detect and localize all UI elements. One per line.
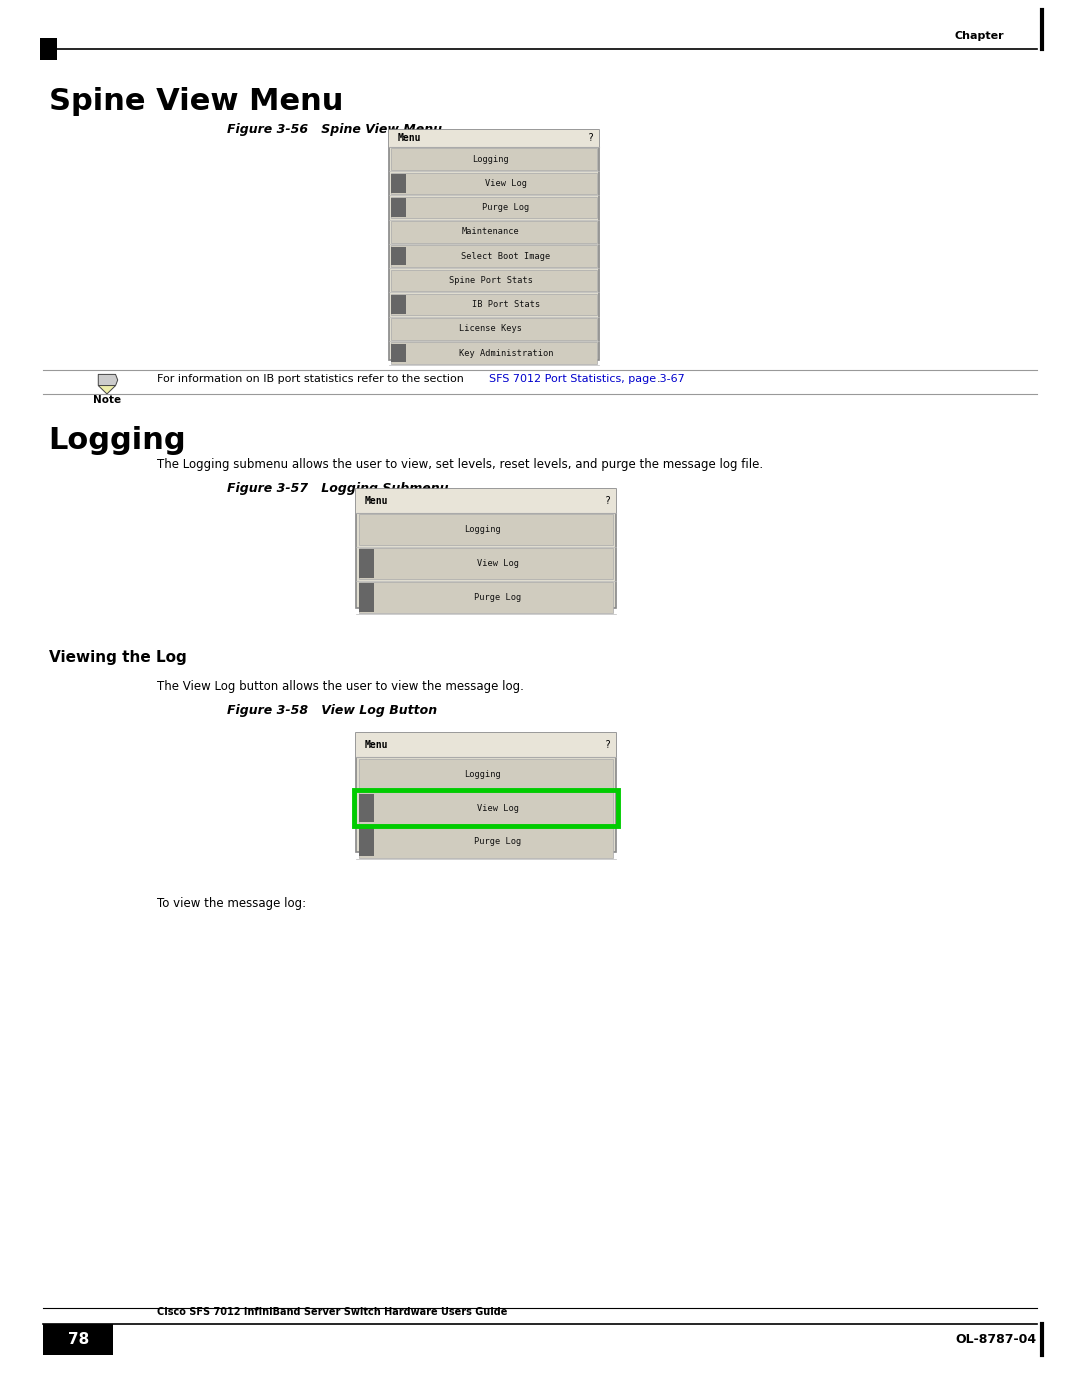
Bar bbox=[391, 197, 597, 218]
Bar bbox=[359, 549, 374, 578]
Text: The View Log button allows the user to view the message log.: The View Log button allows the user to v… bbox=[157, 680, 524, 693]
Bar bbox=[391, 293, 597, 316]
Bar bbox=[391, 295, 406, 314]
Bar bbox=[389, 130, 599, 147]
Text: Figure 3-57   Logging Submenu: Figure 3-57 Logging Submenu bbox=[227, 482, 448, 495]
Text: Logging: Logging bbox=[464, 770, 501, 778]
Text: 78: 78 bbox=[68, 1333, 90, 1347]
Text: View Log: View Log bbox=[477, 559, 518, 569]
Text: Purge Log: Purge Log bbox=[474, 837, 522, 847]
Text: Purge Log: Purge Log bbox=[483, 203, 529, 212]
Text: Cisco SFS 7012 InfiniBand Server Switch Hardware Users Guide: Cisco SFS 7012 InfiniBand Server Switch … bbox=[157, 1308, 507, 1317]
Bar bbox=[359, 514, 613, 545]
Bar bbox=[356, 733, 616, 757]
Bar bbox=[391, 270, 597, 291]
Text: Spine Port Stats: Spine Port Stats bbox=[449, 275, 532, 285]
Bar bbox=[356, 489, 616, 513]
Text: .: . bbox=[657, 374, 660, 384]
Bar bbox=[391, 247, 406, 265]
Bar bbox=[359, 827, 613, 858]
Bar bbox=[43, 1324, 113, 1355]
Text: ?: ? bbox=[589, 133, 594, 144]
Text: Key Administration: Key Administration bbox=[459, 349, 553, 358]
Text: ?: ? bbox=[605, 740, 610, 750]
Text: Logging: Logging bbox=[472, 155, 510, 163]
Bar bbox=[391, 319, 597, 339]
Text: ?: ? bbox=[605, 496, 610, 506]
Bar bbox=[359, 828, 374, 856]
Bar bbox=[391, 175, 406, 193]
Text: View Log: View Log bbox=[477, 803, 518, 813]
Bar bbox=[356, 733, 616, 852]
Text: IB Port Stats: IB Port Stats bbox=[472, 300, 540, 309]
Text: Viewing the Log: Viewing the Log bbox=[49, 650, 187, 665]
Text: Logging: Logging bbox=[464, 525, 501, 534]
Bar bbox=[359, 793, 374, 823]
Bar bbox=[391, 344, 406, 362]
Text: Purge Log: Purge Log bbox=[474, 592, 522, 602]
Bar bbox=[391, 221, 597, 243]
Text: The Logging submenu allows the user to view, set levels, reset levels, and purge: The Logging submenu allows the user to v… bbox=[157, 458, 762, 471]
Bar bbox=[389, 130, 599, 360]
Bar bbox=[391, 173, 597, 194]
Bar bbox=[359, 792, 613, 824]
Polygon shape bbox=[98, 374, 118, 386]
Bar bbox=[391, 198, 406, 217]
Text: Note: Note bbox=[93, 395, 121, 405]
Bar bbox=[356, 489, 616, 608]
Text: SFS 7012 Port Statistics, page 3-67: SFS 7012 Port Statistics, page 3-67 bbox=[489, 374, 685, 384]
Bar bbox=[359, 583, 613, 613]
Bar bbox=[359, 548, 613, 580]
Bar bbox=[391, 342, 597, 363]
Text: Figure 3-58   View Log Button: Figure 3-58 View Log Button bbox=[227, 704, 437, 717]
Text: OL-8787-04: OL-8787-04 bbox=[956, 1333, 1037, 1347]
Bar bbox=[40, 38, 57, 60]
Text: Menu: Menu bbox=[365, 496, 389, 506]
Text: Maintenance: Maintenance bbox=[462, 228, 519, 236]
Text: Menu: Menu bbox=[397, 133, 421, 144]
Text: Menu: Menu bbox=[365, 740, 389, 750]
Text: Spine View Menu: Spine View Menu bbox=[49, 87, 343, 116]
Text: For information on IB port statistics refer to the section: For information on IB port statistics re… bbox=[157, 374, 467, 384]
Text: Figure 3-56   Spine View Menu: Figure 3-56 Spine View Menu bbox=[227, 123, 442, 136]
Bar bbox=[354, 789, 618, 827]
Bar bbox=[391, 148, 597, 170]
Text: Select Boot Image: Select Boot Image bbox=[461, 251, 551, 261]
Polygon shape bbox=[98, 386, 116, 394]
Text: License Keys: License Keys bbox=[459, 324, 523, 334]
Text: Logging: Logging bbox=[49, 426, 186, 455]
Bar bbox=[391, 246, 597, 267]
Text: To view the message log:: To view the message log: bbox=[157, 897, 306, 909]
Text: View Log: View Log bbox=[485, 179, 527, 187]
Bar bbox=[359, 759, 613, 789]
Text: Chapter: Chapter bbox=[955, 31, 1004, 41]
Bar bbox=[359, 584, 374, 612]
